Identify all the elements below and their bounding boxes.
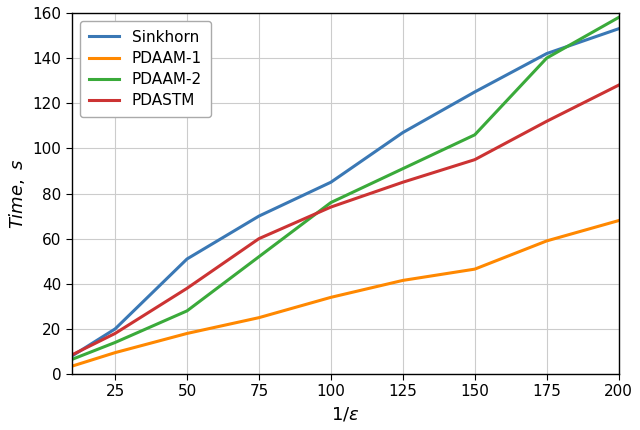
- Legend: Sinkhorn, PDAAM-1, PDAAM-2, PDASTM: Sinkhorn, PDAAM-1, PDAAM-2, PDASTM: [79, 21, 211, 117]
- Sinkhorn: [111, 326, 119, 332]
- Line: PDAAM-2: PDAAM-2: [72, 18, 619, 359]
- PDAAM-2: [183, 308, 191, 313]
- PDASTM: [183, 286, 191, 291]
- PDASTM: [471, 157, 479, 162]
- PDAAM-1: [615, 218, 623, 223]
- PDAAM-2: [111, 340, 119, 345]
- PDAAM-1: [111, 350, 119, 355]
- Sinkhorn: [615, 26, 623, 31]
- PDASTM: [255, 236, 263, 241]
- Line: Sinkhorn: Sinkhorn: [72, 29, 619, 356]
- PDASTM: [68, 352, 76, 357]
- PDAAM-2: [68, 357, 76, 362]
- PDASTM: [327, 205, 335, 210]
- Line: PDASTM: PDASTM: [72, 85, 619, 355]
- PDAAM-2: [399, 166, 406, 171]
- PDAAM-1: [68, 364, 76, 369]
- PDASTM: [543, 119, 550, 124]
- PDAAM-1: [543, 238, 550, 243]
- PDAAM-1: [255, 315, 263, 320]
- PDASTM: [615, 83, 623, 88]
- PDAAM-2: [327, 200, 335, 205]
- Sinkhorn: [399, 130, 406, 135]
- PDAAM-1: [399, 278, 406, 283]
- PDASTM: [399, 180, 406, 185]
- Sinkhorn: [543, 51, 550, 56]
- PDAAM-2: [471, 132, 479, 138]
- PDAAM-2: [543, 55, 550, 61]
- PDAAM-2: [615, 15, 623, 20]
- Y-axis label: $\mathit{Time},\ s$: $\mathit{Time},\ s$: [7, 158, 27, 229]
- X-axis label: $1/\varepsilon$: $1/\varepsilon$: [331, 405, 360, 423]
- PDASTM: [111, 331, 119, 336]
- Line: PDAAM-1: PDAAM-1: [72, 221, 619, 366]
- Sinkhorn: [471, 89, 479, 95]
- Sinkhorn: [255, 214, 263, 219]
- PDAAM-1: [183, 331, 191, 336]
- Sinkhorn: [68, 353, 76, 359]
- PDAAM-1: [327, 295, 335, 300]
- Sinkhorn: [183, 256, 191, 261]
- PDAAM-2: [255, 254, 263, 259]
- Sinkhorn: [327, 180, 335, 185]
- PDAAM-1: [471, 267, 479, 272]
